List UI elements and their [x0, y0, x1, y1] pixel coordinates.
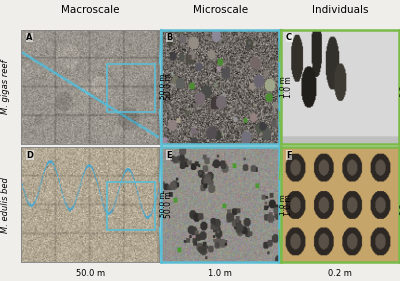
Text: 0.2 m: 0.2 m — [328, 269, 352, 278]
Text: A: A — [26, 33, 33, 42]
Text: 50.0 m: 50.0 m — [160, 74, 166, 99]
Text: 50.0 m: 50.0 m — [76, 269, 105, 278]
Text: Individuals: Individuals — [312, 5, 368, 15]
Bar — [107, 64, 155, 112]
Text: 1.0 m: 1.0 m — [280, 76, 286, 97]
Text: C: C — [286, 33, 292, 42]
Text: D: D — [26, 151, 33, 160]
Text: 1.0 m: 1.0 m — [284, 194, 293, 216]
Text: F: F — [286, 151, 292, 160]
Text: 50.0 m: 50.0 m — [160, 192, 166, 217]
Text: 50.0 m: 50.0 m — [164, 73, 173, 100]
Text: M. edulis bed: M. edulis bed — [1, 177, 10, 233]
Text: Macroscale: Macroscale — [61, 5, 119, 15]
Text: 1.0 m: 1.0 m — [280, 194, 286, 215]
Text: M. gigas reef: M. gigas reef — [1, 60, 10, 114]
Text: Microscale: Microscale — [193, 5, 248, 15]
Text: 1.0 m: 1.0 m — [284, 76, 293, 98]
Text: 1.0 m: 1.0 m — [208, 269, 232, 278]
Bar — [107, 182, 155, 230]
Text: B: B — [166, 33, 172, 42]
Text: E: E — [166, 151, 172, 160]
Text: 50.0 m: 50.0 m — [164, 191, 173, 218]
